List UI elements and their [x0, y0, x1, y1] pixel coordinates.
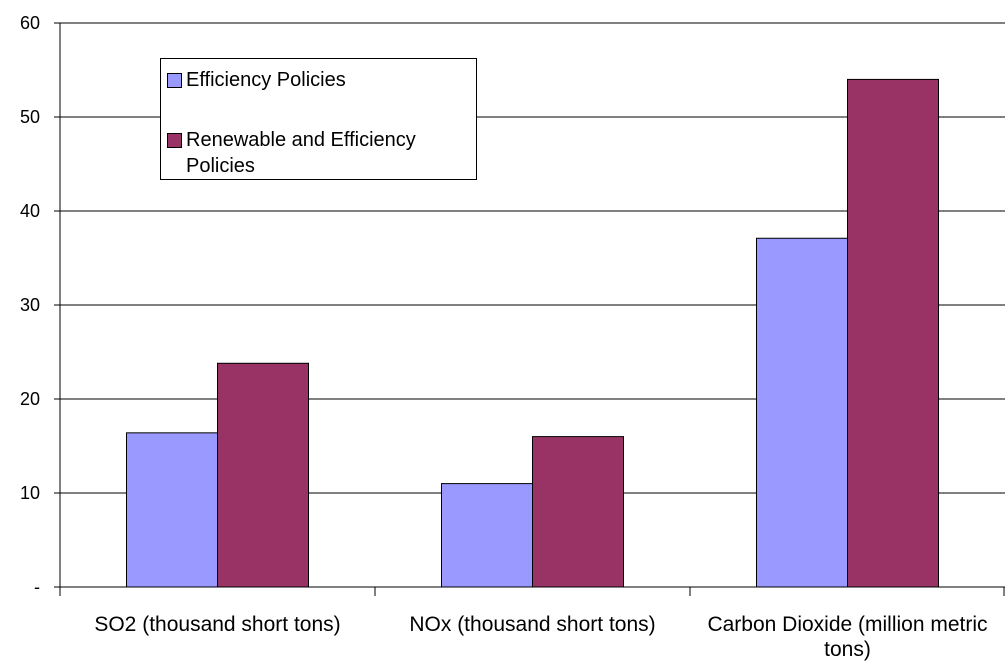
x-tick-label: SO2 (thousand short tons)	[94, 613, 341, 636]
bar	[441, 483, 533, 588]
bar	[217, 362, 309, 588]
legend-label: Efficiency Policies	[186, 69, 346, 91]
bar	[126, 432, 218, 588]
x-tick-label: NOx (thousand short tons)	[409, 613, 656, 636]
legend-swatch	[167, 133, 182, 148]
bar	[847, 78, 939, 588]
legend-item: Renewable and Efficiency Policies	[167, 127, 472, 179]
bar	[532, 436, 624, 588]
legend: Efficiency Policies Renewable and Efficie…	[160, 58, 477, 180]
y-tick-label: 10	[20, 483, 40, 503]
y-tick-label: 50	[20, 107, 40, 127]
bar	[756, 237, 848, 588]
legend-swatch	[167, 73, 182, 88]
y-tick-label: 20	[20, 389, 40, 409]
legend-item: Efficiency Policies	[167, 67, 472, 93]
y-tick-label: -	[34, 577, 40, 597]
x-tick-label: Carbon Dioxide (million metric tons)	[707, 613, 988, 661]
legend-label: Renewable and Efficiency Policies	[186, 129, 416, 177]
y-tick-label: 40	[20, 201, 40, 221]
y-tick-label: 60	[20, 13, 40, 33]
y-tick-label: 30	[20, 295, 40, 315]
